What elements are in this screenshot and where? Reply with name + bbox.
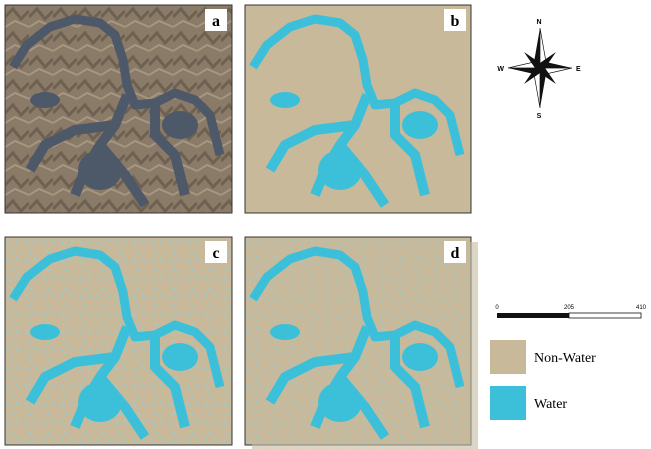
compass-south: S — [537, 113, 542, 120]
compass-north: N — [536, 19, 541, 26]
legend: Non-Water Water — [490, 340, 596, 420]
scale-label: 0 — [495, 305, 499, 311]
panel-label: a — [212, 13, 220, 30]
panel-c: c — [5, 237, 232, 445]
panel-d: d — [245, 237, 478, 449]
figure: a b c d N S E W — [0, 0, 651, 449]
scale-bar: 0 205 410 — [495, 305, 646, 318]
panel-a: a — [5, 5, 232, 213]
panel-label: b — [451, 13, 460, 30]
scale-segment — [569, 313, 641, 318]
panel-label: d — [451, 245, 460, 262]
scale-label: 410 — [636, 305, 647, 311]
legend-label: Non-Water — [534, 351, 596, 366]
panel-label: c — [212, 245, 219, 262]
compass-west: W — [497, 66, 504, 73]
panel-b: b — [245, 5, 471, 213]
legend-swatch — [490, 386, 526, 420]
legend-swatch — [490, 340, 526, 374]
scale-segment — [497, 313, 569, 318]
scale-label: 205 — [564, 305, 575, 311]
compass-east: E — [576, 66, 581, 73]
body: a b c d N S E W — [0, 0, 651, 449]
legend-label: Water — [534, 397, 567, 412]
page: {"panels": [{"label": "a"}, {"label": "b… — [0, 0, 651, 449]
compass: N S E W — [497, 19, 581, 120]
